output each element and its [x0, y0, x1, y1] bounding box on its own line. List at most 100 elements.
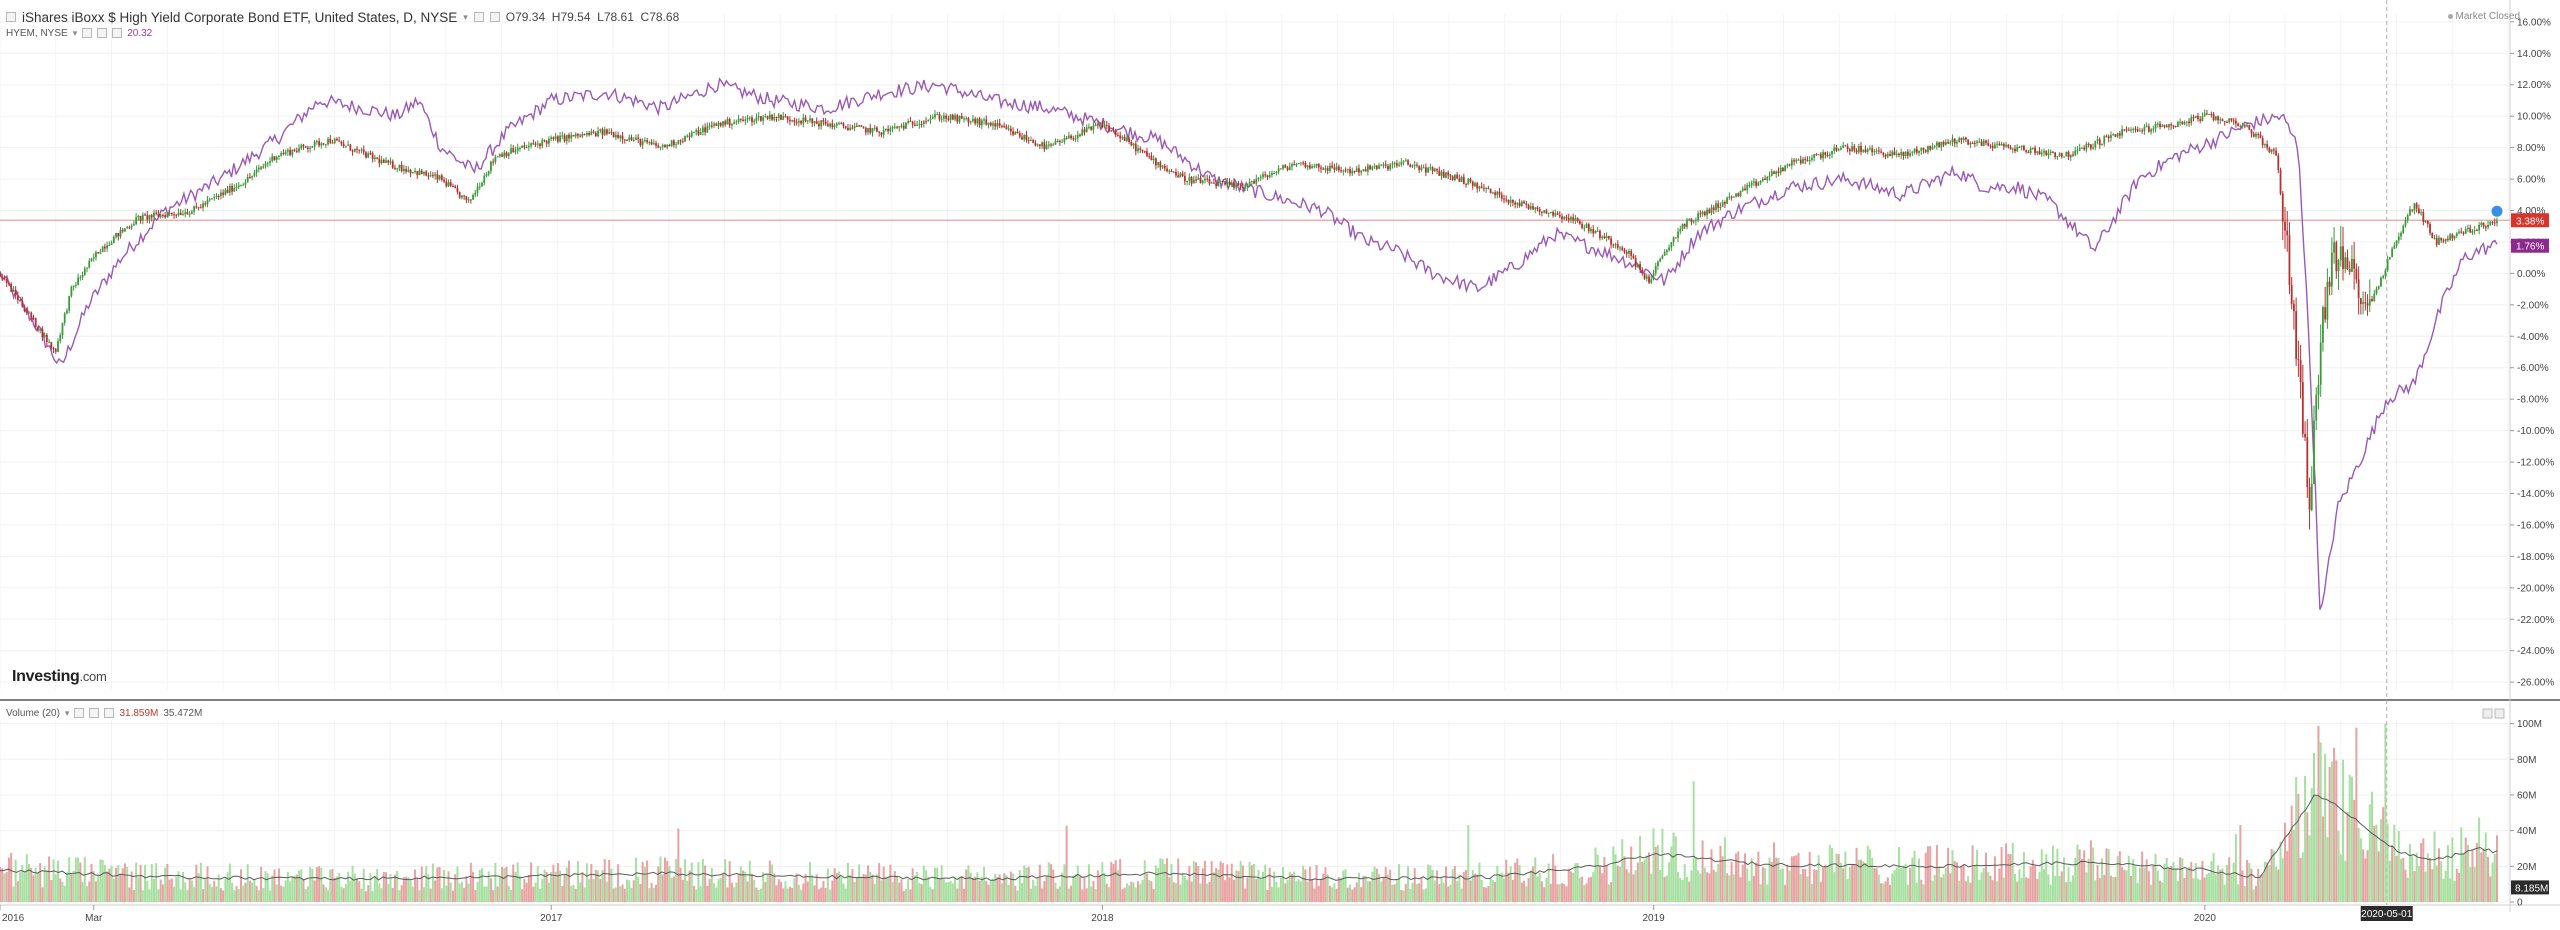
volume-bar: [603, 858, 606, 902]
volume-bar: [173, 886, 176, 902]
collapse-icon[interactable]: [6, 12, 16, 22]
candle-body: [706, 126, 709, 133]
candle-body: [1759, 180, 1762, 183]
candle-body: [2346, 257, 2349, 270]
candle-body: [1358, 168, 1360, 173]
close-box-icon[interactable]: [489, 12, 500, 22]
candle-body: [920, 123, 923, 125]
candle-body: [1012, 131, 1014, 135]
candle-body: [1132, 143, 1135, 146]
volume-bar: [23, 872, 26, 902]
volume-bar: [726, 887, 729, 902]
volume-bar: [329, 869, 332, 902]
candle-body: [650, 142, 653, 145]
volume-bar: [552, 864, 555, 902]
settings-box-icon[interactable]: [473, 12, 484, 22]
volume-chevron-icon[interactable]: ▾: [64, 707, 70, 718]
volume-hide-icon[interactable]: [89, 708, 100, 718]
volume-bar: [1340, 878, 1343, 902]
volume-bar: [1516, 858, 1519, 902]
volume-bar: [1054, 882, 1057, 902]
volume-bar: [1679, 877, 1682, 902]
volume-bar: [1244, 888, 1247, 902]
y-tick-label: -20.00%: [2517, 583, 2554, 594]
candle-body: [1108, 125, 1110, 132]
candle-body: [777, 114, 780, 118]
chevron-down-icon[interactable]: ▾: [463, 11, 468, 22]
volume-bar: [2429, 857, 2432, 902]
candle-body: [1886, 154, 1889, 157]
candle-body: [1764, 178, 1766, 180]
volume-bar: [1520, 882, 1523, 902]
candle-body: [2415, 203, 2418, 209]
candle-body: [2092, 147, 2094, 149]
candle-body: [1998, 143, 2001, 146]
candle-body: [1623, 249, 1626, 253]
volume-bar: [1523, 880, 1526, 902]
volume-bar: [1141, 879, 1144, 902]
volume-bar: [1174, 883, 1177, 902]
volume-bar: [2011, 842, 2014, 902]
candle-body: [1744, 188, 1746, 191]
volume-bar: [239, 869, 242, 902]
volume-bar: [2464, 837, 2467, 902]
volume-bar: [820, 887, 823, 902]
candle-body: [1668, 247, 1671, 251]
x-tick-label: 2020: [2194, 913, 2217, 924]
volume-bar: [614, 887, 617, 902]
candle-body: [1768, 175, 1771, 178]
candle-body: [994, 123, 997, 127]
candle-body: [2038, 151, 2041, 155]
volume-bar: [226, 872, 229, 902]
compare-close-icon[interactable]: [112, 28, 123, 38]
volume-bar: [927, 876, 930, 902]
volume-bar: [838, 871, 841, 902]
candle-body: [1268, 175, 1271, 178]
volume-bar: [304, 888, 307, 902]
candle-body: [614, 134, 617, 138]
close-value: C78.68: [640, 10, 680, 24]
candle-body: [1938, 142, 1941, 147]
volume-bar: [1498, 873, 1501, 902]
candle-body: [2139, 130, 2141, 132]
volume-bar: [380, 888, 383, 902]
volume-bar: [1779, 869, 1782, 902]
candle-body: [2299, 359, 2302, 383]
candle-body: [2295, 311, 2298, 359]
compare-chevron-icon[interactable]: ▾: [72, 27, 78, 38]
volume-bar: [1253, 864, 1256, 902]
candle-body: [1257, 178, 1260, 180]
volume-bar: [956, 888, 959, 902]
candle-body: [762, 117, 765, 121]
volume-close-icon[interactable]: [104, 708, 115, 718]
volume-settings-icon[interactable]: [74, 708, 85, 718]
candle-body: [996, 123, 999, 127]
candle-body: [2199, 118, 2202, 121]
volume-bar: [1726, 873, 1729, 902]
volume-bar: [2299, 857, 2302, 902]
candle-body: [1605, 235, 1608, 239]
volume-bar: [2259, 874, 2262, 902]
candle-body: [302, 144, 305, 147]
compare-settings-icon[interactable]: [82, 28, 93, 38]
candle-body: [487, 171, 490, 175]
candle-body: [2404, 219, 2407, 226]
compare-hide-icon[interactable]: [97, 28, 108, 38]
candle-body: [1770, 171, 1773, 176]
candle-body: [280, 153, 283, 156]
volume-bar: [945, 882, 948, 902]
volume-bar: [1639, 836, 1642, 902]
volume-bar: [1438, 883, 1441, 902]
volume-bar: [2462, 853, 2465, 902]
candle-body: [1920, 148, 1923, 151]
candle-body: [1003, 126, 1006, 128]
volume-bar: [2114, 876, 2117, 902]
candle-body: [2449, 234, 2452, 240]
candle-body: [1043, 142, 1046, 150]
candle-body: [148, 215, 151, 220]
volume-bar: [1509, 866, 1512, 902]
volume-bar: [684, 859, 687, 902]
candle-body: [2250, 129, 2253, 134]
volume-bar: [668, 866, 671, 902]
